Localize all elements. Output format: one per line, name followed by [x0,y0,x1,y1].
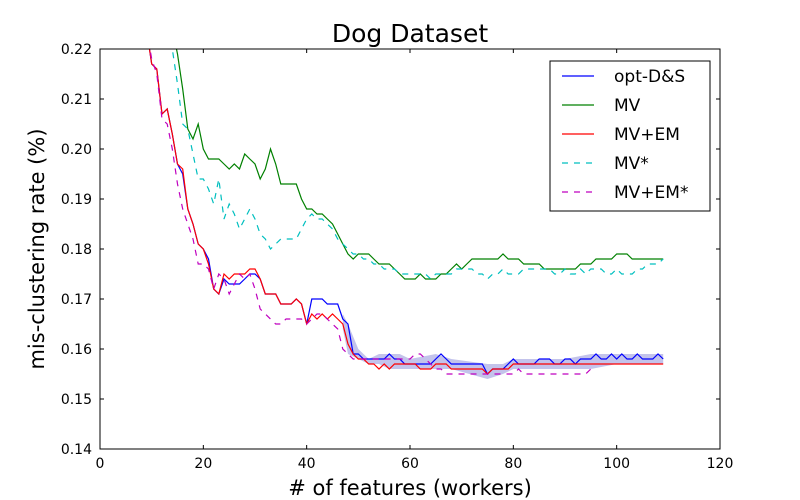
series-line-3 [171,49,664,280]
x-axis: 0 20 40 60 80 100 120 [96,49,734,472]
series-line-2 [148,49,664,375]
legend-frame [549,60,711,212]
x-tick-label: 80 [504,456,522,472]
legend-label-0: opt-D&S [614,67,685,87]
legend-label-4: MV+EM* [614,183,688,203]
y-tick-label: 0.15 [61,392,92,408]
y-tick-label: 0.21 [61,92,92,108]
x-tick-label: 100 [603,456,630,472]
confidence-band [342,314,664,379]
x-tick-label: 0 [96,456,105,472]
y-tick-label: 0.14 [61,442,92,458]
chart-title: Dog Dataset [332,19,488,48]
x-tick-label: 120 [707,456,734,472]
series-line-1 [175,49,664,280]
plot-area [148,49,664,379]
x-axis-label: # of features (workers) [288,476,532,500]
y-tick-label: 0.17 [61,292,92,308]
legend-label-1: MV [614,96,641,116]
y-tick-label: 0.18 [61,242,92,258]
y-tick-label: 0.20 [61,142,92,158]
legend: opt-D&S MV MV+EM MV* MV+EM* [549,60,711,212]
x-tick-label: 60 [401,456,419,472]
y-axis-label: mis-clustering rate (%) [25,128,49,369]
x-tick-label: 40 [298,456,316,472]
y-axis: 0.14 0.15 0.16 0.17 0.18 0.19 0.20 0.21 0.22 [61,42,720,458]
legend-label-3: MV* [614,154,649,174]
y-tick-label: 0.16 [61,342,92,358]
y-tick-label: 0.22 [61,42,92,58]
legend-label-2: MV+EM [614,125,680,145]
series-line-4 [149,49,592,375]
x-tick-label: 20 [194,456,212,472]
y-tick-label: 0.19 [61,192,92,208]
